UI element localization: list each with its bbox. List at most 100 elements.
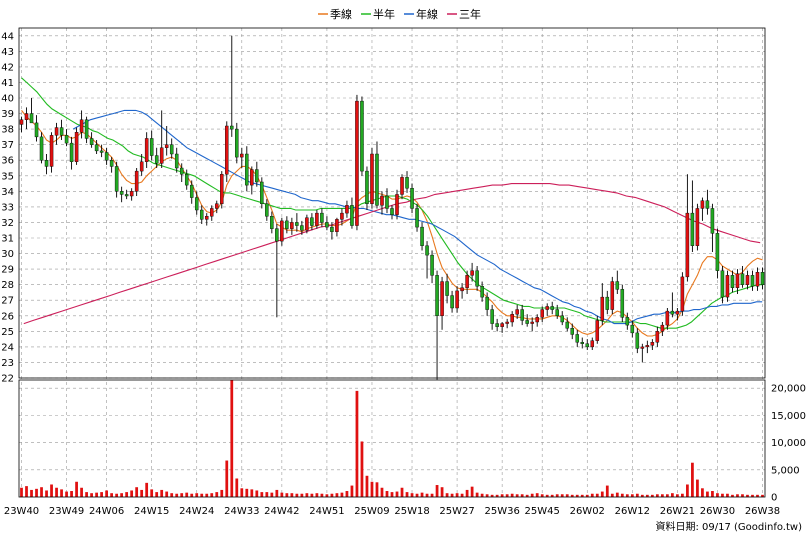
volume-bar xyxy=(691,462,694,497)
volume-bar xyxy=(120,493,124,497)
candle xyxy=(405,171,409,193)
volume-bar xyxy=(490,494,494,497)
volume-bar xyxy=(60,489,63,497)
candle-body xyxy=(640,346,645,349)
volume-bar xyxy=(280,492,284,497)
volume-bar xyxy=(365,475,369,497)
volume-bar xyxy=(310,493,314,497)
candle-body xyxy=(64,135,69,144)
volume-bar xyxy=(225,460,229,497)
candle-body xyxy=(475,270,479,287)
volume-bar xyxy=(500,494,504,497)
volume-bar xyxy=(425,493,429,497)
date-tick-label: 23W40 xyxy=(4,506,39,517)
candle xyxy=(530,317,534,332)
candle xyxy=(560,311,564,326)
candle xyxy=(505,318,509,329)
candle xyxy=(395,189,399,220)
volume-bar xyxy=(85,492,88,497)
candle xyxy=(114,161,119,198)
price-tick-label: 39 xyxy=(1,109,14,120)
volume-bar xyxy=(701,488,704,497)
candle-body xyxy=(630,324,635,334)
candle xyxy=(99,144,104,158)
candle-body xyxy=(700,200,705,209)
candle-body xyxy=(315,212,319,226)
candle xyxy=(260,177,264,209)
candle xyxy=(385,188,389,214)
candle-body xyxy=(295,222,299,226)
candle xyxy=(450,290,454,313)
price-tick-label: 44 xyxy=(1,31,14,42)
volume-bar xyxy=(270,492,274,497)
candle xyxy=(640,343,645,363)
volume-bar xyxy=(635,493,639,497)
candle xyxy=(44,154,49,175)
candle xyxy=(630,320,635,338)
candle xyxy=(435,270,439,380)
candle xyxy=(420,222,424,251)
candle-body xyxy=(540,309,544,318)
candle xyxy=(515,304,519,319)
candle-body xyxy=(520,309,524,321)
candle xyxy=(230,35,234,137)
volume-bar xyxy=(375,482,379,497)
candle-body xyxy=(645,345,650,348)
candle-body xyxy=(575,334,580,343)
candle xyxy=(225,121,229,182)
candle xyxy=(695,203,700,251)
volume-tick-label: 15,000 xyxy=(771,411,806,422)
ma-line-1 xyxy=(21,110,763,337)
volume-bar xyxy=(595,493,599,497)
candle-body xyxy=(360,100,364,172)
candle xyxy=(285,216,289,234)
candle-body xyxy=(340,212,344,220)
price-tick-label: 38 xyxy=(1,125,14,136)
volume-bar xyxy=(135,487,139,497)
price-axis-ticks: 22 23 24 25 26 27 28 29 30 31 32 33 34 35 36 37 38 39 40 41… xyxy=(1,31,14,384)
candle xyxy=(345,200,349,218)
volume-bar xyxy=(300,493,304,497)
candle xyxy=(305,214,309,234)
volume-bar xyxy=(520,494,524,497)
candle-body xyxy=(510,314,514,323)
volume-bar xyxy=(170,493,174,497)
volume-bar xyxy=(145,482,149,497)
candle xyxy=(465,270,469,294)
volume-bar xyxy=(350,485,354,497)
candle-body xyxy=(675,310,680,315)
date-tick-label: 25W36 xyxy=(484,506,519,517)
candle xyxy=(635,328,640,354)
candle xyxy=(760,267,765,290)
volume-tick-label: 20,000 xyxy=(771,384,806,395)
volume-bar xyxy=(395,491,399,497)
volume-bar xyxy=(465,489,469,497)
candle xyxy=(94,140,99,154)
candle xyxy=(310,213,314,231)
volume-bar xyxy=(130,490,134,497)
candle xyxy=(590,337,595,350)
candle xyxy=(255,161,259,187)
candle-body xyxy=(550,306,554,310)
candle-body xyxy=(625,317,630,326)
candle-body xyxy=(760,272,765,285)
volume-bar xyxy=(716,493,719,497)
volume-bar xyxy=(515,494,519,497)
candle-body xyxy=(530,321,534,324)
candle xyxy=(79,110,84,139)
candle xyxy=(740,266,745,288)
volume-bar xyxy=(245,488,249,497)
price-tick-label: 28 xyxy=(1,280,14,291)
candle-body xyxy=(210,208,214,217)
candle xyxy=(300,220,304,235)
candle xyxy=(295,213,299,232)
chart-frame xyxy=(18,27,766,498)
volume-bar xyxy=(736,494,739,497)
candle xyxy=(755,267,760,291)
candle xyxy=(270,211,274,234)
candle xyxy=(204,213,209,226)
data-date-footer: 資料日期: 09/17 (Goodinfo.tw) xyxy=(655,520,802,533)
candle xyxy=(84,116,89,144)
candle-body xyxy=(54,127,59,136)
price-tick-label: 40 xyxy=(1,94,14,105)
